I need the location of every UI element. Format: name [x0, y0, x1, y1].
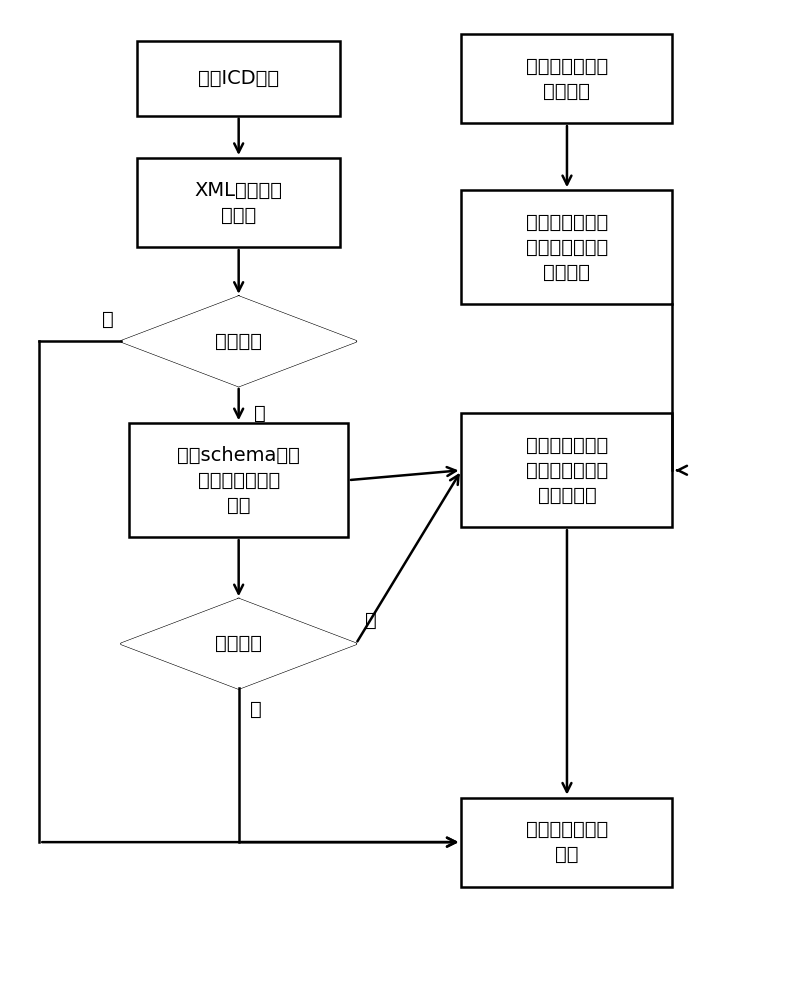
FancyBboxPatch shape	[461, 190, 672, 304]
Text: 选择或定义校验
规则文件: 选择或定义校验 规则文件	[526, 57, 608, 101]
Polygon shape	[122, 599, 356, 688]
Text: 否: 否	[250, 700, 262, 719]
Text: 使用校验规则数
据结构进行模型
规范性校验: 使用校验规则数 据结构进行模型 规范性校验	[526, 436, 608, 505]
Text: 是否通过: 是否通过	[215, 634, 262, 653]
Text: 是: 是	[365, 611, 377, 630]
FancyBboxPatch shape	[461, 413, 672, 527]
Text: XML格式合法
性校验: XML格式合法 性校验	[194, 180, 283, 224]
Text: 使用schema规则
进行语法、语义
校验: 使用schema规则 进行语法、语义 校验	[177, 446, 300, 515]
FancyBboxPatch shape	[461, 798, 672, 887]
Text: 输出校验结果并
结束: 输出校验结果并 结束	[526, 820, 608, 864]
Text: 是否通过: 是否通过	[215, 332, 262, 351]
FancyBboxPatch shape	[130, 423, 348, 537]
Text: 选择ICD模型: 选择ICD模型	[198, 69, 279, 88]
FancyBboxPatch shape	[137, 41, 340, 116]
Text: 解析校验规则文
件形成校验规则
数据结构: 解析校验规则文 件形成校验规则 数据结构	[526, 213, 608, 282]
FancyBboxPatch shape	[461, 34, 672, 123]
Polygon shape	[122, 297, 356, 386]
Text: 是: 是	[254, 404, 266, 423]
Text: 否: 否	[102, 310, 114, 329]
FancyBboxPatch shape	[137, 158, 340, 247]
